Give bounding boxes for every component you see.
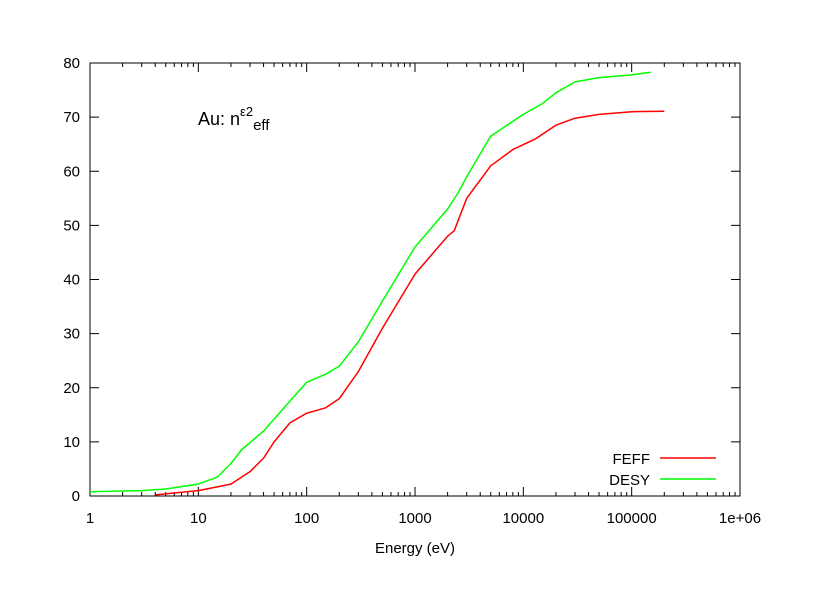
x-tick-label: 1e+06 (719, 510, 761, 527)
series-line-desy (89, 71, 651, 493)
legend-label: DESY (609, 472, 650, 489)
y-tick-label: 0 (72, 488, 80, 505)
x-tick-label: 100 (294, 510, 319, 527)
x-tick-label: 10000 (502, 510, 544, 527)
series-line-feff (155, 110, 665, 496)
x-tick-label: 1000 (398, 510, 431, 527)
y-tick-label: 70 (63, 109, 80, 126)
y-tick-label: 30 (63, 326, 80, 343)
annotation: Au: nε2eff (198, 104, 270, 134)
plot-frame (89, 62, 741, 497)
x-tick-label: 1 (86, 510, 94, 527)
x-axis-label: Energy (eV) (375, 540, 455, 557)
y-tick-label: 50 (63, 217, 80, 234)
y-tick-label: 80 (63, 55, 80, 72)
legend-label: FEFF (613, 451, 651, 468)
x-tick-label: 10 (190, 510, 207, 527)
y-tick-label: 60 (63, 163, 80, 180)
y-tick-label: 40 (63, 272, 80, 289)
y-tick-label: 10 (63, 434, 80, 451)
x-tick-label: 100000 (607, 510, 657, 527)
y-tick-label: 20 (63, 380, 80, 397)
